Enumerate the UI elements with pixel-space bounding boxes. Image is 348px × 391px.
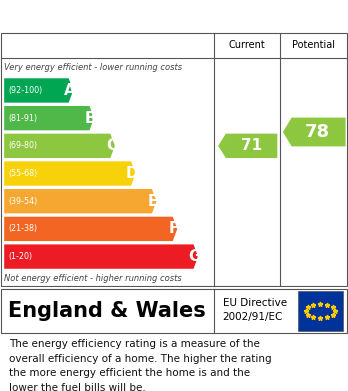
Text: D: D [126,166,139,181]
Polygon shape [4,189,157,213]
Text: England & Wales: England & Wales [8,301,205,321]
Text: Energy Efficiency Rating: Energy Efficiency Rating [9,9,229,23]
Text: 78: 78 [304,123,330,141]
Polygon shape [4,217,177,241]
Text: EU Directive
2002/91/EC: EU Directive 2002/91/EC [223,298,287,322]
Polygon shape [283,118,346,146]
Polygon shape [218,134,277,158]
Polygon shape [4,161,136,186]
Text: The energy efficiency rating is a measure of the
overall efficiency of a home. T: The energy efficiency rating is a measur… [9,339,271,391]
Text: B: B [85,111,96,126]
Text: E: E [148,194,158,209]
Polygon shape [4,134,115,158]
Text: A: A [64,83,76,98]
Text: F: F [168,221,179,237]
Text: C: C [106,138,117,153]
Text: (55-68): (55-68) [8,169,38,178]
Text: (1-20): (1-20) [8,252,32,261]
Text: Potential: Potential [292,40,335,50]
Text: (69-80): (69-80) [8,141,38,150]
Text: Not energy efficient - higher running costs: Not energy efficient - higher running co… [4,274,182,283]
Polygon shape [4,106,94,130]
Text: (21-38): (21-38) [8,224,38,233]
Text: Current: Current [229,40,266,50]
Text: (39-54): (39-54) [8,197,38,206]
Bar [298,291,343,331]
Text: 71: 71 [241,138,262,153]
Text: Very energy efficient - lower running costs: Very energy efficient - lower running co… [4,63,182,72]
Text: (81-91): (81-91) [8,114,38,123]
Polygon shape [4,244,198,269]
Text: (92-100): (92-100) [8,86,42,95]
Polygon shape [4,78,73,103]
Text: G: G [188,249,201,264]
